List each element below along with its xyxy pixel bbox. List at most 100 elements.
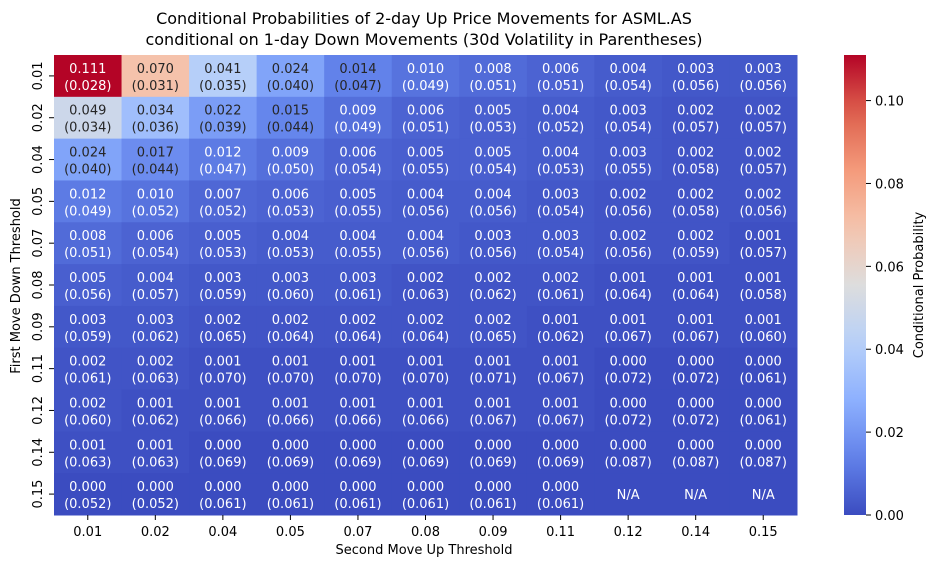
cell-volatility-label: (0.053): [199, 246, 246, 261]
cell-probability-label: 0.000: [474, 438, 511, 453]
cell-probability-label: 0.003: [339, 271, 376, 286]
cell-probability-label: 0.005: [474, 146, 511, 161]
cell-probability-label: 0.001: [272, 396, 309, 411]
cell-probability-label: 0.001: [610, 313, 647, 328]
cell-volatility-label: (0.062): [469, 288, 516, 303]
cell-volatility-label: (0.069): [199, 455, 246, 470]
cell-probability-label: 0.111: [69, 62, 106, 77]
heatmap-cell: [121, 138, 190, 181]
heatmap-cell: [256, 264, 325, 307]
heatmap-cell: [189, 222, 258, 265]
cell-probability-label: 0.001: [204, 396, 241, 411]
cell-volatility-label: (0.061): [537, 288, 584, 303]
cell-probability-label: 0.002: [407, 271, 444, 286]
cell-volatility-label: (0.072): [672, 413, 719, 428]
heatmap-cell: [526, 138, 595, 181]
cell-probability-label: 0.000: [204, 480, 241, 495]
cell-volatility-label: (0.054): [604, 79, 651, 94]
heatmap-cell: [121, 473, 190, 516]
cell-probability-label: 0.001: [745, 229, 782, 244]
cell-probability-label: 0.002: [677, 229, 714, 244]
cell-volatility-label: (0.039): [199, 121, 246, 136]
heatmap-cell: [594, 180, 663, 223]
heatmap-cell: [54, 180, 123, 223]
cell-probability-label: 0.009: [272, 146, 309, 161]
heatmap-cell: [391, 264, 460, 307]
heatmap-cell: [594, 264, 663, 307]
heatmap-cell: [324, 138, 393, 181]
cell-volatility-label: (0.072): [672, 372, 719, 387]
x-tick-label: 0.07: [343, 525, 372, 540]
heatmap-cell: [459, 180, 528, 223]
cell-volatility-label: (0.064): [604, 288, 651, 303]
y-axis-ticks: 0.01 0.02 0.04 0.05 0.07 0.08 0.09 0.11 0.12 0.14…: [31, 61, 54, 509]
cell-volatility-label: (0.067): [672, 330, 719, 345]
heatmap-cell: [189, 55, 258, 98]
cell-probability-label: 0.002: [474, 313, 511, 328]
cell-volatility-label: (0.053): [267, 246, 314, 261]
cell-volatility-label: (0.059): [672, 246, 719, 261]
y-tick-label: 0.07: [31, 229, 46, 258]
cell-volatility-label: (0.052): [537, 121, 584, 136]
cell-volatility-label: (0.064): [267, 330, 314, 345]
cell-volatility-label: (0.066): [402, 413, 449, 428]
heatmap-cell: [459, 55, 528, 98]
cell-volatility-label: (0.053): [267, 204, 314, 219]
cell-volatility-label: (0.061): [402, 497, 449, 512]
cell-probability-label: 0.002: [69, 355, 106, 370]
cell-probability-label: 0.004: [339, 229, 376, 244]
heatmap-cell: [661, 347, 730, 391]
heatmap-cell: [121, 264, 190, 307]
x-tick-label: 0.11: [546, 525, 575, 540]
cell-volatility-label: (0.087): [740, 455, 787, 470]
heatmap-cell: [54, 473, 123, 516]
cell-probability-label: 0.000: [677, 355, 714, 370]
cell-volatility-label: (0.058): [740, 288, 787, 303]
cell-probability-label: 0.002: [677, 146, 714, 161]
cell-probability-label: 0.004: [542, 146, 579, 161]
colorbar-tick-label: 0.04: [875, 343, 904, 358]
x-tick-label: 0.01: [73, 525, 102, 540]
cell-probability-label: 0.006: [272, 187, 309, 202]
cell-probability-label: 0.000: [407, 480, 444, 495]
y-tick-label: 0.11: [31, 354, 46, 383]
cell-probability-label: 0.002: [745, 187, 782, 202]
cell-probability-label: 0.009: [339, 104, 376, 119]
cell-volatility-label: (0.054): [132, 246, 179, 261]
heatmap-cell: [189, 389, 258, 432]
heatmap-cell: [661, 264, 730, 307]
cell-volatility-label: (0.028): [64, 79, 111, 94]
cell-volatility-label: (0.057): [132, 288, 179, 303]
y-tick-label: 0.08: [31, 271, 46, 300]
cell-volatility-label: (0.067): [604, 330, 651, 345]
heatmap-cell: [526, 96, 595, 140]
cell-volatility-label: (0.064): [334, 330, 381, 345]
cell-probability-label: 0.003: [610, 146, 647, 161]
cell-probability-label: 0.001: [542, 313, 579, 328]
cell-volatility-label: (0.057): [740, 246, 787, 261]
cell-probability-label: 0.000: [610, 396, 647, 411]
heatmap-cell: [594, 389, 663, 432]
heatmap-cell: [661, 305, 730, 349]
cell-volatility-label: (0.056): [604, 246, 651, 261]
cell-volatility-label: (0.034): [64, 121, 111, 136]
cell-volatility-label: (0.057): [672, 121, 719, 136]
y-axis-label: First Move Down Threshold: [9, 198, 24, 374]
cell-probability-label: 0.004: [407, 229, 444, 244]
cell-probability-label: 0.002: [542, 271, 579, 286]
cell-probability-label: 0.008: [474, 62, 511, 77]
heatmap-cell: [189, 180, 258, 223]
cell-volatility-label: (0.069): [537, 455, 584, 470]
heatmap-cell: [661, 55, 730, 98]
cell-probability-label: 0.000: [137, 480, 174, 495]
heatmap-cell: [391, 389, 460, 432]
cell-volatility-label: (0.065): [199, 330, 246, 345]
cell-volatility-label: (0.069): [402, 455, 449, 470]
cell-probability-label: 0.005: [204, 229, 241, 244]
cell-probability-label: 0.001: [677, 271, 714, 286]
cell-volatility-label: (0.066): [267, 413, 314, 428]
heatmap-cell: [189, 473, 258, 516]
colorbar-tick-label: 0.00: [875, 509, 904, 524]
cell-volatility-label: (0.051): [402, 121, 449, 136]
y-tick-label: 0.12: [31, 396, 46, 425]
